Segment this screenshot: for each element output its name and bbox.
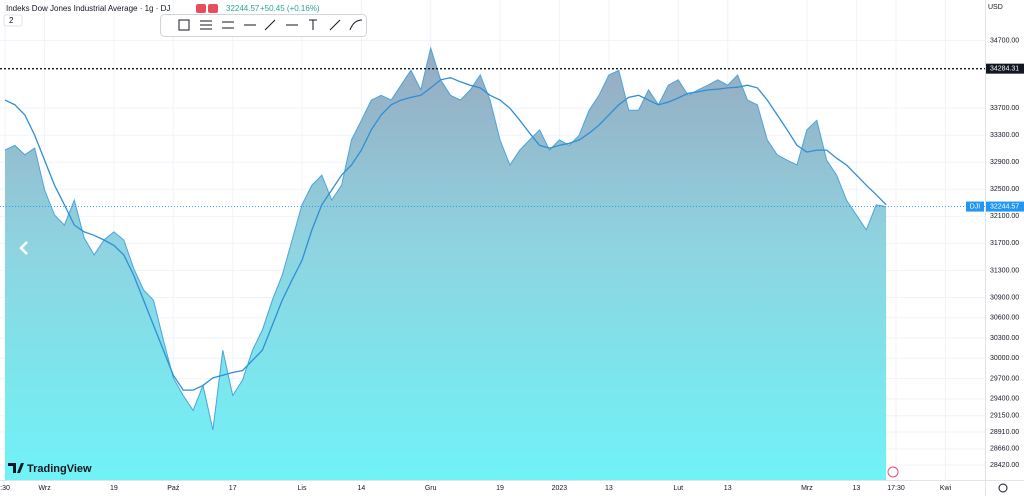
y-tick-label: 28420.00 bbox=[990, 462, 1019, 469]
sell-button[interactable] bbox=[196, 4, 206, 13]
last-value-box bbox=[986, 201, 1024, 212]
y-tick-label: 34700.00 bbox=[990, 37, 1019, 44]
x-tick-label: 13 bbox=[605, 485, 613, 492]
y-tick-label: 31700.00 bbox=[990, 240, 1019, 247]
tool-brush[interactable] bbox=[349, 19, 363, 31]
tool-arrow[interactable] bbox=[329, 19, 341, 31]
y-tick-label: 29400.00 bbox=[990, 396, 1019, 403]
logo-text: TradingView bbox=[27, 463, 92, 475]
symbol-title: Indeks Dow Jones Industrial Average · 1g… bbox=[6, 4, 170, 13]
x-tick-label: 19 bbox=[110, 485, 118, 492]
moving-average-line bbox=[4, 77, 887, 391]
y-tick-label: 31300.00 bbox=[990, 267, 1019, 274]
x-tick-label: 13 bbox=[724, 485, 732, 492]
y-tick-label: 30000.00 bbox=[990, 355, 1019, 362]
last-price: 32244.57 bbox=[226, 4, 260, 13]
tool-fib[interactable] bbox=[200, 20, 212, 30]
price-line-label: 34284.31 bbox=[990, 66, 1019, 73]
x-tick-label: 14 bbox=[358, 485, 366, 492]
price-line-box bbox=[986, 63, 1024, 74]
collapse-count: 2 bbox=[9, 16, 14, 25]
settings-button[interactable] bbox=[998, 483, 1008, 493]
x-tick-label: Paź bbox=[167, 485, 180, 492]
series-name: DJI bbox=[970, 203, 981, 210]
x-tick-label: 19 bbox=[496, 485, 504, 492]
x-tick-label: 17 bbox=[229, 485, 237, 492]
drawing-toolbar bbox=[160, 14, 367, 37]
x-tick-label: 17:30 bbox=[887, 485, 905, 492]
tool-trendline[interactable] bbox=[264, 19, 276, 31]
x-tick-label: 2023 bbox=[552, 485, 568, 492]
y-tick-label: 29700.00 bbox=[990, 375, 1019, 382]
y-tick-label: 32900.00 bbox=[990, 159, 1019, 166]
price-area bbox=[5, 48, 887, 480]
y-tick-label: 30600.00 bbox=[990, 315, 1019, 322]
y-tick-label: 33300.00 bbox=[990, 132, 1019, 139]
y-tick-label: 30300.00 bbox=[990, 335, 1019, 342]
buy-button[interactable] bbox=[208, 4, 218, 13]
y-tick-label: 28660.00 bbox=[990, 446, 1019, 453]
x-tick-label: Lis bbox=[298, 485, 307, 492]
logo: TradingView bbox=[8, 463, 92, 475]
event-icon[interactable] bbox=[887, 466, 899, 478]
currency: USD bbox=[988, 4, 1003, 11]
price-line bbox=[4, 46, 887, 431]
y-tick-label: 30900.00 bbox=[990, 294, 1019, 301]
y-tick-label: 28910.00 bbox=[990, 429, 1019, 436]
x-tick-label: :30 bbox=[0, 485, 10, 492]
tool-rectangle[interactable] bbox=[178, 19, 190, 31]
tool-channel[interactable] bbox=[222, 21, 234, 29]
collapse-button[interactable] bbox=[3, 14, 23, 27]
x-tick-label: Wrz bbox=[38, 485, 51, 492]
x-tick-label: Lut bbox=[673, 485, 683, 492]
x-tick-label: Mrz bbox=[801, 485, 813, 492]
y-tick-label: 32500.00 bbox=[990, 186, 1019, 193]
scroll-left[interactable] bbox=[19, 241, 28, 255]
y-tick-label: 29150.00 bbox=[990, 413, 1019, 420]
last-value-label: 32244.57 bbox=[990, 203, 1019, 210]
tool-text[interactable] bbox=[309, 19, 317, 30]
x-tick-label: Gru bbox=[425, 485, 437, 492]
y-tick-label: 33700.00 bbox=[990, 105, 1019, 112]
y-tick-label: 32100.00 bbox=[990, 213, 1019, 220]
x-tick-label: 13 bbox=[853, 485, 861, 492]
price-change: +50.45 (+0.16%) bbox=[260, 4, 320, 13]
x-tick-label: Kwi bbox=[940, 485, 952, 492]
series-name-box bbox=[966, 201, 984, 212]
